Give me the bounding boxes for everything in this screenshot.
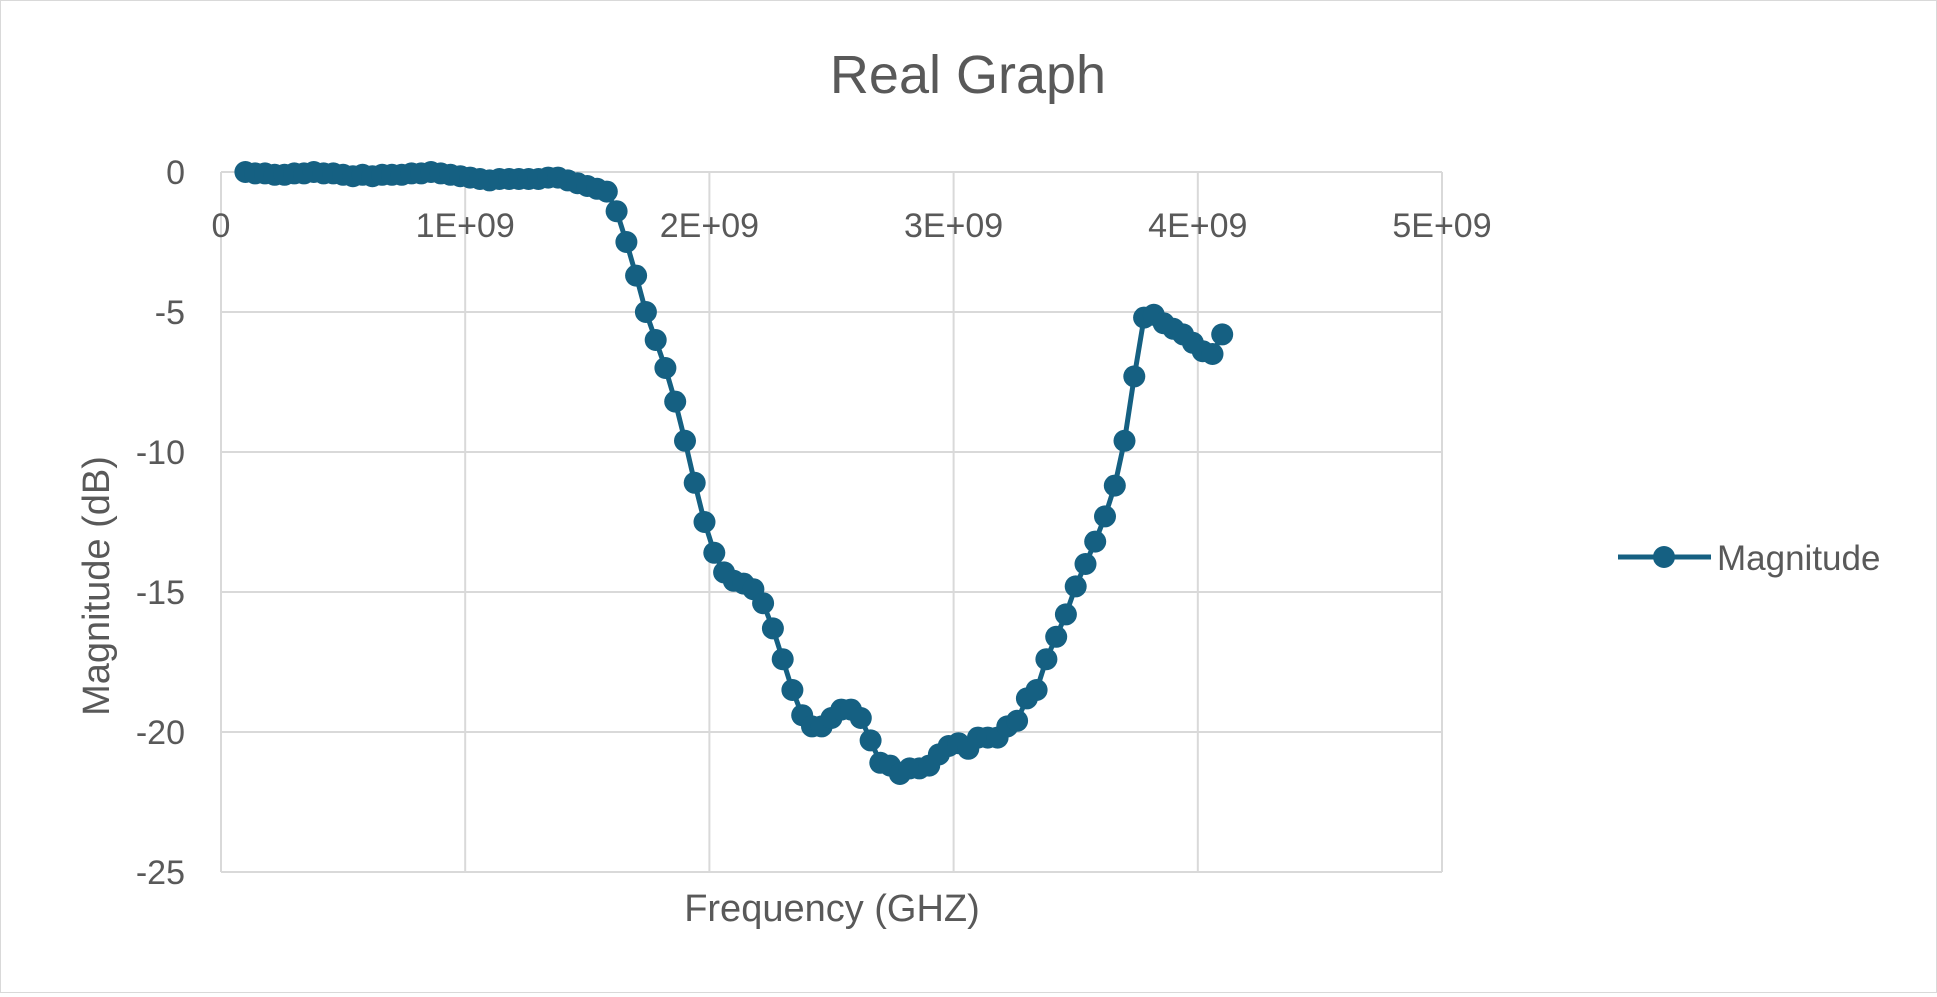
y-axis-label: Magnitude (dB) — [76, 456, 118, 716]
data-point — [781, 679, 804, 701]
x-tick-label: 1E+09 — [416, 207, 515, 245]
data-point — [1201, 343, 1224, 365]
y-tick-label: -25 — [136, 854, 185, 892]
x-tick-label: 0 — [212, 207, 231, 245]
x-axis-label: Frequency (GHZ) — [684, 888, 980, 930]
data-point — [1113, 429, 1136, 452]
legend: Magnitude — [1618, 539, 1880, 578]
data-point — [1074, 553, 1097, 575]
legend-marker-dot — [1653, 546, 1675, 568]
y-tick-label: -5 — [155, 294, 185, 332]
data-point — [605, 200, 628, 223]
data-point — [1045, 625, 1068, 648]
y-tick-label: -15 — [136, 574, 185, 612]
data-point — [1103, 474, 1126, 497]
y-tick-label: -10 — [136, 434, 185, 472]
x-tick-label: 3E+09 — [904, 207, 1003, 245]
data-point — [1123, 365, 1146, 388]
data-point — [654, 357, 677, 379]
data-point — [761, 617, 784, 640]
data-point — [752, 592, 775, 615]
data-point — [1211, 323, 1234, 346]
y-tick-label: 0 — [166, 154, 185, 192]
data-point — [625, 264, 648, 287]
data-point — [1064, 575, 1087, 598]
data-point — [1035, 648, 1058, 671]
data-point — [1006, 709, 1029, 732]
x-tick-label: 4E+09 — [1148, 207, 1247, 245]
data-point — [615, 231, 638, 253]
data-point — [703, 541, 726, 564]
data-point — [664, 390, 687, 413]
data-point — [1084, 530, 1107, 553]
series-line-magnitude — [245, 169, 1225, 777]
x-tick-label: 2E+09 — [660, 207, 759, 245]
data-point — [1054, 603, 1077, 626]
data-point — [595, 180, 618, 203]
data-points — [234, 161, 1234, 785]
x-tick-label: 5E+09 — [1392, 207, 1491, 245]
tick-labels: 0 1E+09 2E+09 3E+09 4E+09 5E+09 0 -5 -10 -15 -20 -2… — [136, 154, 1492, 892]
data-point — [1094, 505, 1116, 528]
data-point — [1025, 679, 1048, 701]
data-point — [644, 329, 667, 351]
data-point — [693, 511, 716, 533]
data-point — [674, 429, 696, 452]
data-point — [849, 707, 872, 729]
y-tick-label: -20 — [136, 714, 185, 752]
data-point — [771, 648, 794, 671]
data-point — [634, 301, 657, 323]
legend-label: Magnitude — [1717, 539, 1880, 578]
data-point — [683, 471, 706, 494]
gridlines — [221, 171, 1443, 873]
chart-title: Real Graph — [830, 45, 1106, 105]
data-point — [859, 729, 882, 752]
